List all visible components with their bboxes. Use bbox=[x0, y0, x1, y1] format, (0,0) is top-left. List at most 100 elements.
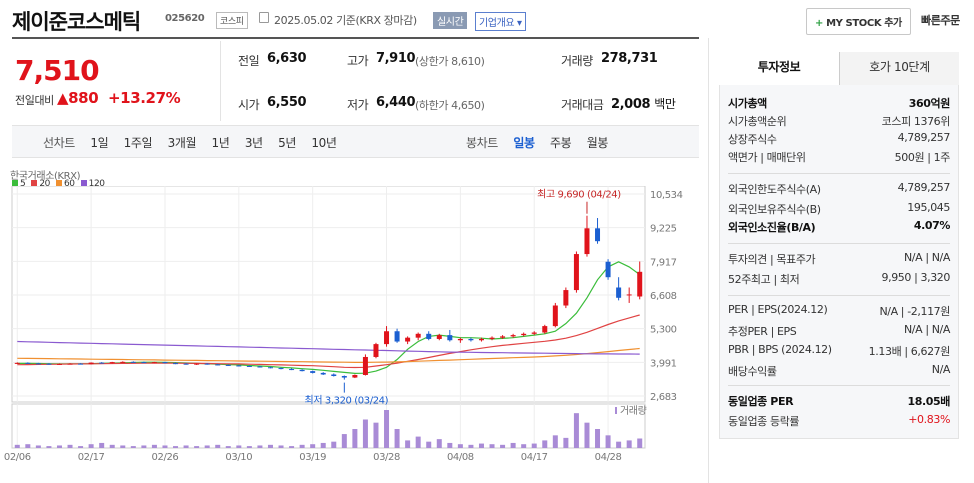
volume-bar bbox=[605, 435, 611, 448]
candle-body bbox=[500, 336, 506, 338]
info-value: 500원 | 1주 bbox=[894, 151, 951, 164]
legend-swatch bbox=[12, 180, 18, 186]
volume-label: 거래량 bbox=[561, 54, 593, 68]
volume-bar bbox=[299, 444, 305, 448]
candle-body bbox=[552, 305, 558, 327]
price-chart[interactable]: 10,534 9,225 7,917 6,608 5,300 3,991 2,683 02/0… bbox=[0, 186, 705, 466]
candle bbox=[109, 361, 115, 364]
volume-bar bbox=[500, 444, 506, 448]
tab-invest-info[interactable]: 투자정보 bbox=[719, 52, 839, 85]
info-value: 360억원 bbox=[908, 97, 951, 110]
amount-label: 거래대금 bbox=[561, 98, 604, 112]
candle-label: 봉차트 bbox=[466, 136, 498, 150]
candle-body bbox=[289, 369, 295, 371]
info-value: 4,789,257 bbox=[897, 131, 951, 144]
realtime-button[interactable]: 실시간 bbox=[433, 12, 468, 29]
candle bbox=[510, 333, 516, 338]
period-1y[interactable]: 1년 bbox=[211, 136, 230, 150]
candle-body bbox=[373, 344, 379, 357]
candle bbox=[405, 336, 411, 345]
info-label: 외국인한도주식수(A) bbox=[728, 183, 821, 196]
volume-bar bbox=[489, 444, 495, 448]
ma-line-20 bbox=[17, 314, 640, 369]
period-1w[interactable]: 1주일 bbox=[123, 136, 153, 150]
candle bbox=[204, 363, 210, 365]
candle bbox=[14, 362, 20, 364]
volume-bar bbox=[552, 435, 558, 448]
period-10y[interactable]: 10년 bbox=[311, 136, 337, 150]
volume-bar bbox=[426, 441, 432, 448]
candle bbox=[616, 277, 622, 301]
volume-bar bbox=[183, 445, 189, 448]
quick-order-link[interactable]: 빠른주문 bbox=[921, 14, 960, 27]
volume-bar bbox=[352, 429, 358, 448]
up-arrow-icon: ▲ bbox=[57, 89, 69, 107]
period-weekly[interactable]: 주봉 bbox=[550, 136, 572, 150]
info-row: 추정PER | EPS N/A | N/A bbox=[720, 323, 958, 339]
volume-bar bbox=[267, 444, 273, 448]
volume-bar bbox=[46, 446, 52, 448]
mystock-button[interactable]: + MY STOCK 추가 bbox=[806, 8, 911, 35]
volume-bar bbox=[120, 445, 126, 448]
info-label: PER | EPS(2024.12) bbox=[728, 303, 828, 316]
candle bbox=[341, 375, 347, 380]
candle bbox=[531, 331, 537, 336]
info-value: 18.05배 bbox=[907, 395, 950, 408]
info-label: 외국인보유주식수(B) bbox=[728, 203, 821, 216]
candle-body bbox=[99, 362, 105, 364]
info-value: 4,789,257 bbox=[897, 181, 951, 194]
line-chart-periods: 선차트 1일 1주일 3개월 1년 3년 5년 10년 bbox=[43, 134, 349, 151]
candle-body bbox=[468, 338, 474, 341]
volume-bar bbox=[362, 419, 368, 448]
volume-bar bbox=[637, 438, 643, 448]
candle bbox=[500, 335, 506, 339]
period-5y[interactable]: 5년 bbox=[278, 136, 296, 150]
candle bbox=[46, 363, 52, 365]
volume-bar bbox=[573, 413, 579, 448]
info-label: 시가총액 bbox=[728, 97, 767, 110]
volume-bar bbox=[626, 440, 632, 448]
period-3m[interactable]: 3개월 bbox=[167, 136, 197, 150]
high-value: 7,910 bbox=[376, 51, 416, 66]
candle bbox=[605, 259, 611, 280]
volume-bar bbox=[394, 429, 400, 448]
y-tick-label: 2,683 bbox=[650, 392, 677, 403]
calendar-icon bbox=[259, 12, 269, 23]
volume-bar bbox=[341, 434, 347, 448]
volume-bar bbox=[130, 446, 136, 448]
candle bbox=[489, 336, 495, 341]
candle bbox=[626, 287, 632, 303]
period-monthly[interactable]: 월봉 bbox=[586, 136, 609, 150]
volume-bar bbox=[415, 436, 421, 448]
info-value: N/A | N/A bbox=[903, 251, 950, 264]
volume-bar bbox=[56, 445, 62, 448]
candle-body bbox=[331, 374, 337, 377]
period-3y[interactable]: 3년 bbox=[244, 136, 263, 150]
candle-body bbox=[320, 372, 326, 375]
candle-body bbox=[257, 366, 263, 368]
tab-orderbook[interactable]: 호가 10단계 bbox=[839, 52, 959, 85]
candle-body bbox=[299, 369, 305, 372]
period-daily[interactable]: 일봉 bbox=[513, 136, 535, 150]
volume-bar bbox=[88, 444, 94, 448]
company-overview-button[interactable]: 기업개요 ▾ bbox=[475, 12, 526, 31]
candle-body bbox=[310, 371, 316, 373]
volume-bar bbox=[447, 442, 453, 448]
candle-body bbox=[478, 338, 484, 341]
candle-body bbox=[35, 363, 41, 365]
chart-frame bbox=[11, 186, 646, 403]
info-label: 액면가 | 매매단위 bbox=[728, 151, 806, 164]
volume-bar bbox=[204, 445, 210, 448]
volume-bar bbox=[563, 437, 569, 448]
candle-body bbox=[215, 364, 221, 366]
row-divider bbox=[728, 295, 950, 296]
candle bbox=[78, 363, 84, 365]
period-1d[interactable]: 1일 bbox=[90, 136, 109, 150]
candle bbox=[141, 361, 147, 364]
candle bbox=[289, 368, 295, 371]
low-label: 저가 bbox=[347, 98, 369, 112]
candle bbox=[151, 361, 157, 364]
high-label: 고가 bbox=[347, 54, 369, 68]
info-row: PBR | BPS (2024.12) 1.13배 | 6,627원 bbox=[720, 343, 958, 358]
x-tick-label: 04/28 bbox=[595, 452, 622, 463]
